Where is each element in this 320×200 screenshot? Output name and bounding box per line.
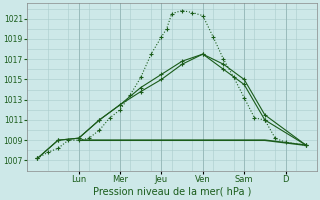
X-axis label: Pression niveau de la mer( hPa ): Pression niveau de la mer( hPa ) — [92, 187, 251, 197]
